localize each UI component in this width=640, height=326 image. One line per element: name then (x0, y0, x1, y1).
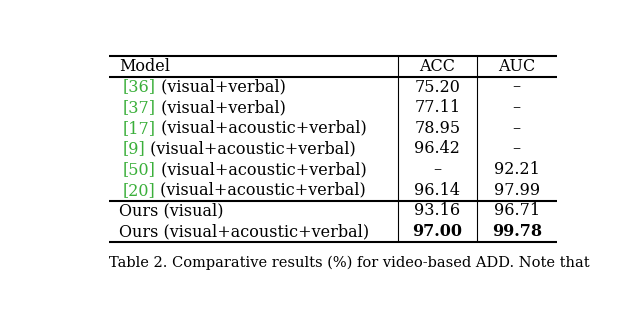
Text: 96.14: 96.14 (414, 182, 460, 199)
Text: [50]: [50] (123, 161, 156, 178)
Text: 77.11: 77.11 (414, 99, 460, 116)
Text: (visual+acoustic+verbal): (visual+acoustic+verbal) (145, 141, 356, 157)
Text: Table 2. Comparative results (%) for video-based ADD. Note that: Table 2. Comparative results (%) for vid… (109, 256, 590, 270)
Text: 99.78: 99.78 (492, 223, 542, 240)
Text: AUC: AUC (498, 58, 535, 75)
Text: –: – (513, 120, 521, 137)
Text: Model: Model (119, 58, 170, 75)
Text: (visual+acoustic+verbal): (visual+acoustic+verbal) (156, 161, 366, 178)
Text: (visual+acoustic+verbal): (visual+acoustic+verbal) (156, 120, 366, 137)
Text: Ours (visual+acoustic+verbal): Ours (visual+acoustic+verbal) (119, 223, 369, 240)
Text: ACC: ACC (419, 58, 455, 75)
Text: [20]: [20] (123, 182, 156, 199)
Text: 96.71: 96.71 (493, 202, 540, 219)
Text: 75.20: 75.20 (414, 79, 460, 96)
Text: Ours (visual): Ours (visual) (119, 202, 223, 219)
Text: [37]: [37] (123, 99, 156, 116)
Text: 92.21: 92.21 (494, 161, 540, 178)
Text: –: – (433, 161, 442, 178)
Text: –: – (513, 79, 521, 96)
Text: 78.95: 78.95 (414, 120, 460, 137)
Text: –: – (513, 99, 521, 116)
Text: 97.99: 97.99 (493, 182, 540, 199)
Text: 93.16: 93.16 (414, 202, 460, 219)
Text: [9]: [9] (123, 141, 145, 157)
Text: –: – (513, 141, 521, 157)
Text: (visual+acoustic+verbal): (visual+acoustic+verbal) (156, 182, 366, 199)
Text: [36]: [36] (123, 79, 156, 96)
Text: (visual+verbal): (visual+verbal) (156, 79, 285, 96)
Text: [17]: [17] (123, 120, 156, 137)
Text: (visual+verbal): (visual+verbal) (156, 99, 285, 116)
Text: 97.00: 97.00 (412, 223, 462, 240)
Text: 96.42: 96.42 (414, 141, 460, 157)
